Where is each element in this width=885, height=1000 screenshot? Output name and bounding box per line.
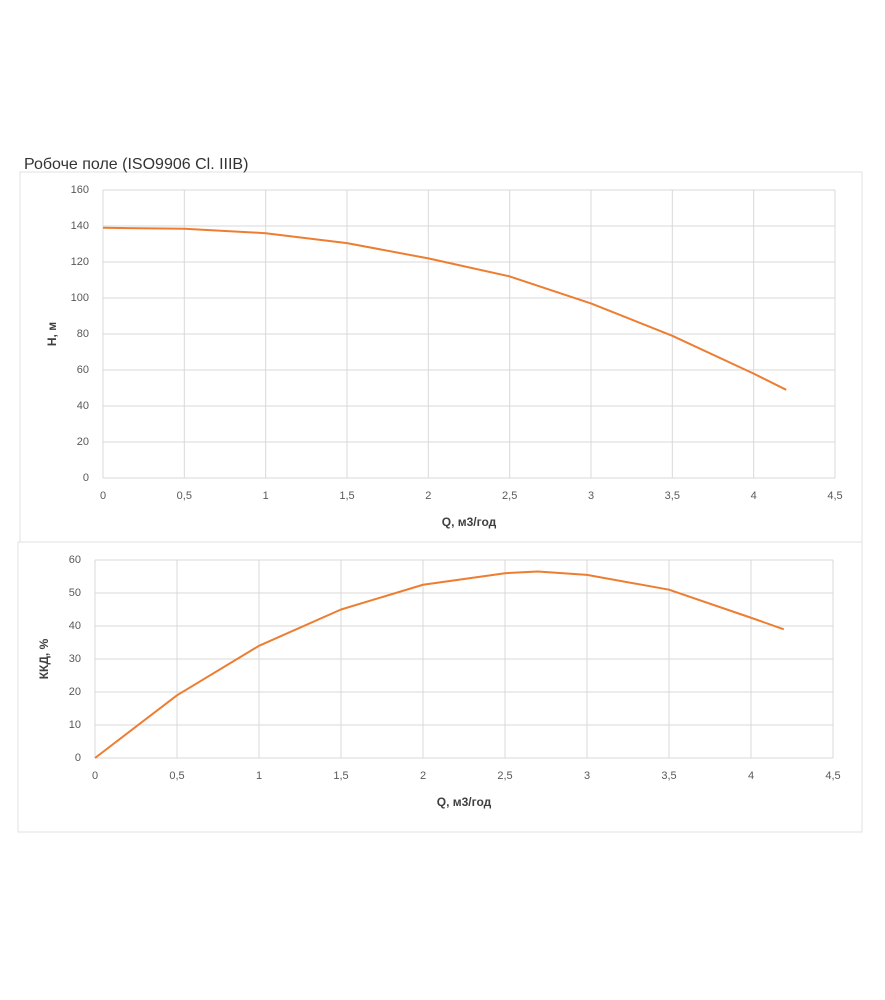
x-tick-label: 4,5 xyxy=(825,770,840,782)
y-tick-label: 80 xyxy=(77,328,89,340)
x-axis-title: Q, м3/год xyxy=(442,515,497,529)
y-axis-title: H, м xyxy=(45,322,59,346)
x-tick-label: 0 xyxy=(100,490,106,502)
x-tick-label: 2,5 xyxy=(502,490,517,502)
y-tick-label: 0 xyxy=(75,752,81,764)
x-tick-label: 2 xyxy=(420,770,426,782)
x-tick-label: 3,5 xyxy=(661,770,676,782)
y-tick-label: 40 xyxy=(77,400,89,412)
line-series xyxy=(102,226,787,391)
x-tick-label: 0,5 xyxy=(169,770,184,782)
x-tick-label: 2,5 xyxy=(497,770,512,782)
y-tick-label: 100 xyxy=(71,292,89,304)
y-axis-title: ККД, % xyxy=(37,638,51,679)
x-tick-label: 1,5 xyxy=(333,770,348,782)
y-tick-label: 20 xyxy=(69,686,81,698)
x-tick-label: 3 xyxy=(584,770,590,782)
x-tick-label: 1 xyxy=(263,490,269,502)
x-tick-label: 0,5 xyxy=(177,490,192,502)
y-tick-label: 50 xyxy=(69,587,81,599)
y-tick-label: 60 xyxy=(69,554,81,566)
y-tick-label: 20 xyxy=(77,436,89,448)
chart-title: Робоче поле (ISO9906 Cl. IIIB) xyxy=(24,156,248,173)
x-tick-label: 1 xyxy=(256,770,262,782)
x-tick-label: 4 xyxy=(748,770,754,782)
x-tick-label: 4 xyxy=(751,490,757,502)
x-tick-label: 4,5 xyxy=(827,490,842,502)
y-tick-label: 140 xyxy=(71,220,89,232)
line-series xyxy=(94,570,785,759)
chart-frame xyxy=(17,541,863,833)
x-tick-label: 3 xyxy=(588,490,594,502)
x-tick-label: 1,5 xyxy=(339,490,354,502)
y-tick-label: 160 xyxy=(71,184,89,196)
y-tick-label: 60 xyxy=(77,364,89,376)
x-tick-label: 2 xyxy=(425,490,431,502)
y-tick-label: 120 xyxy=(71,256,89,268)
y-tick-label: 10 xyxy=(69,719,81,731)
x-axis-title: Q, м3/год xyxy=(437,795,492,809)
y-tick-label: 30 xyxy=(69,653,81,665)
x-tick-label: 0 xyxy=(92,770,98,782)
x-tick-label: 3,5 xyxy=(665,490,680,502)
y-tick-label: 40 xyxy=(69,620,81,632)
y-tick-label: 0 xyxy=(83,472,89,484)
